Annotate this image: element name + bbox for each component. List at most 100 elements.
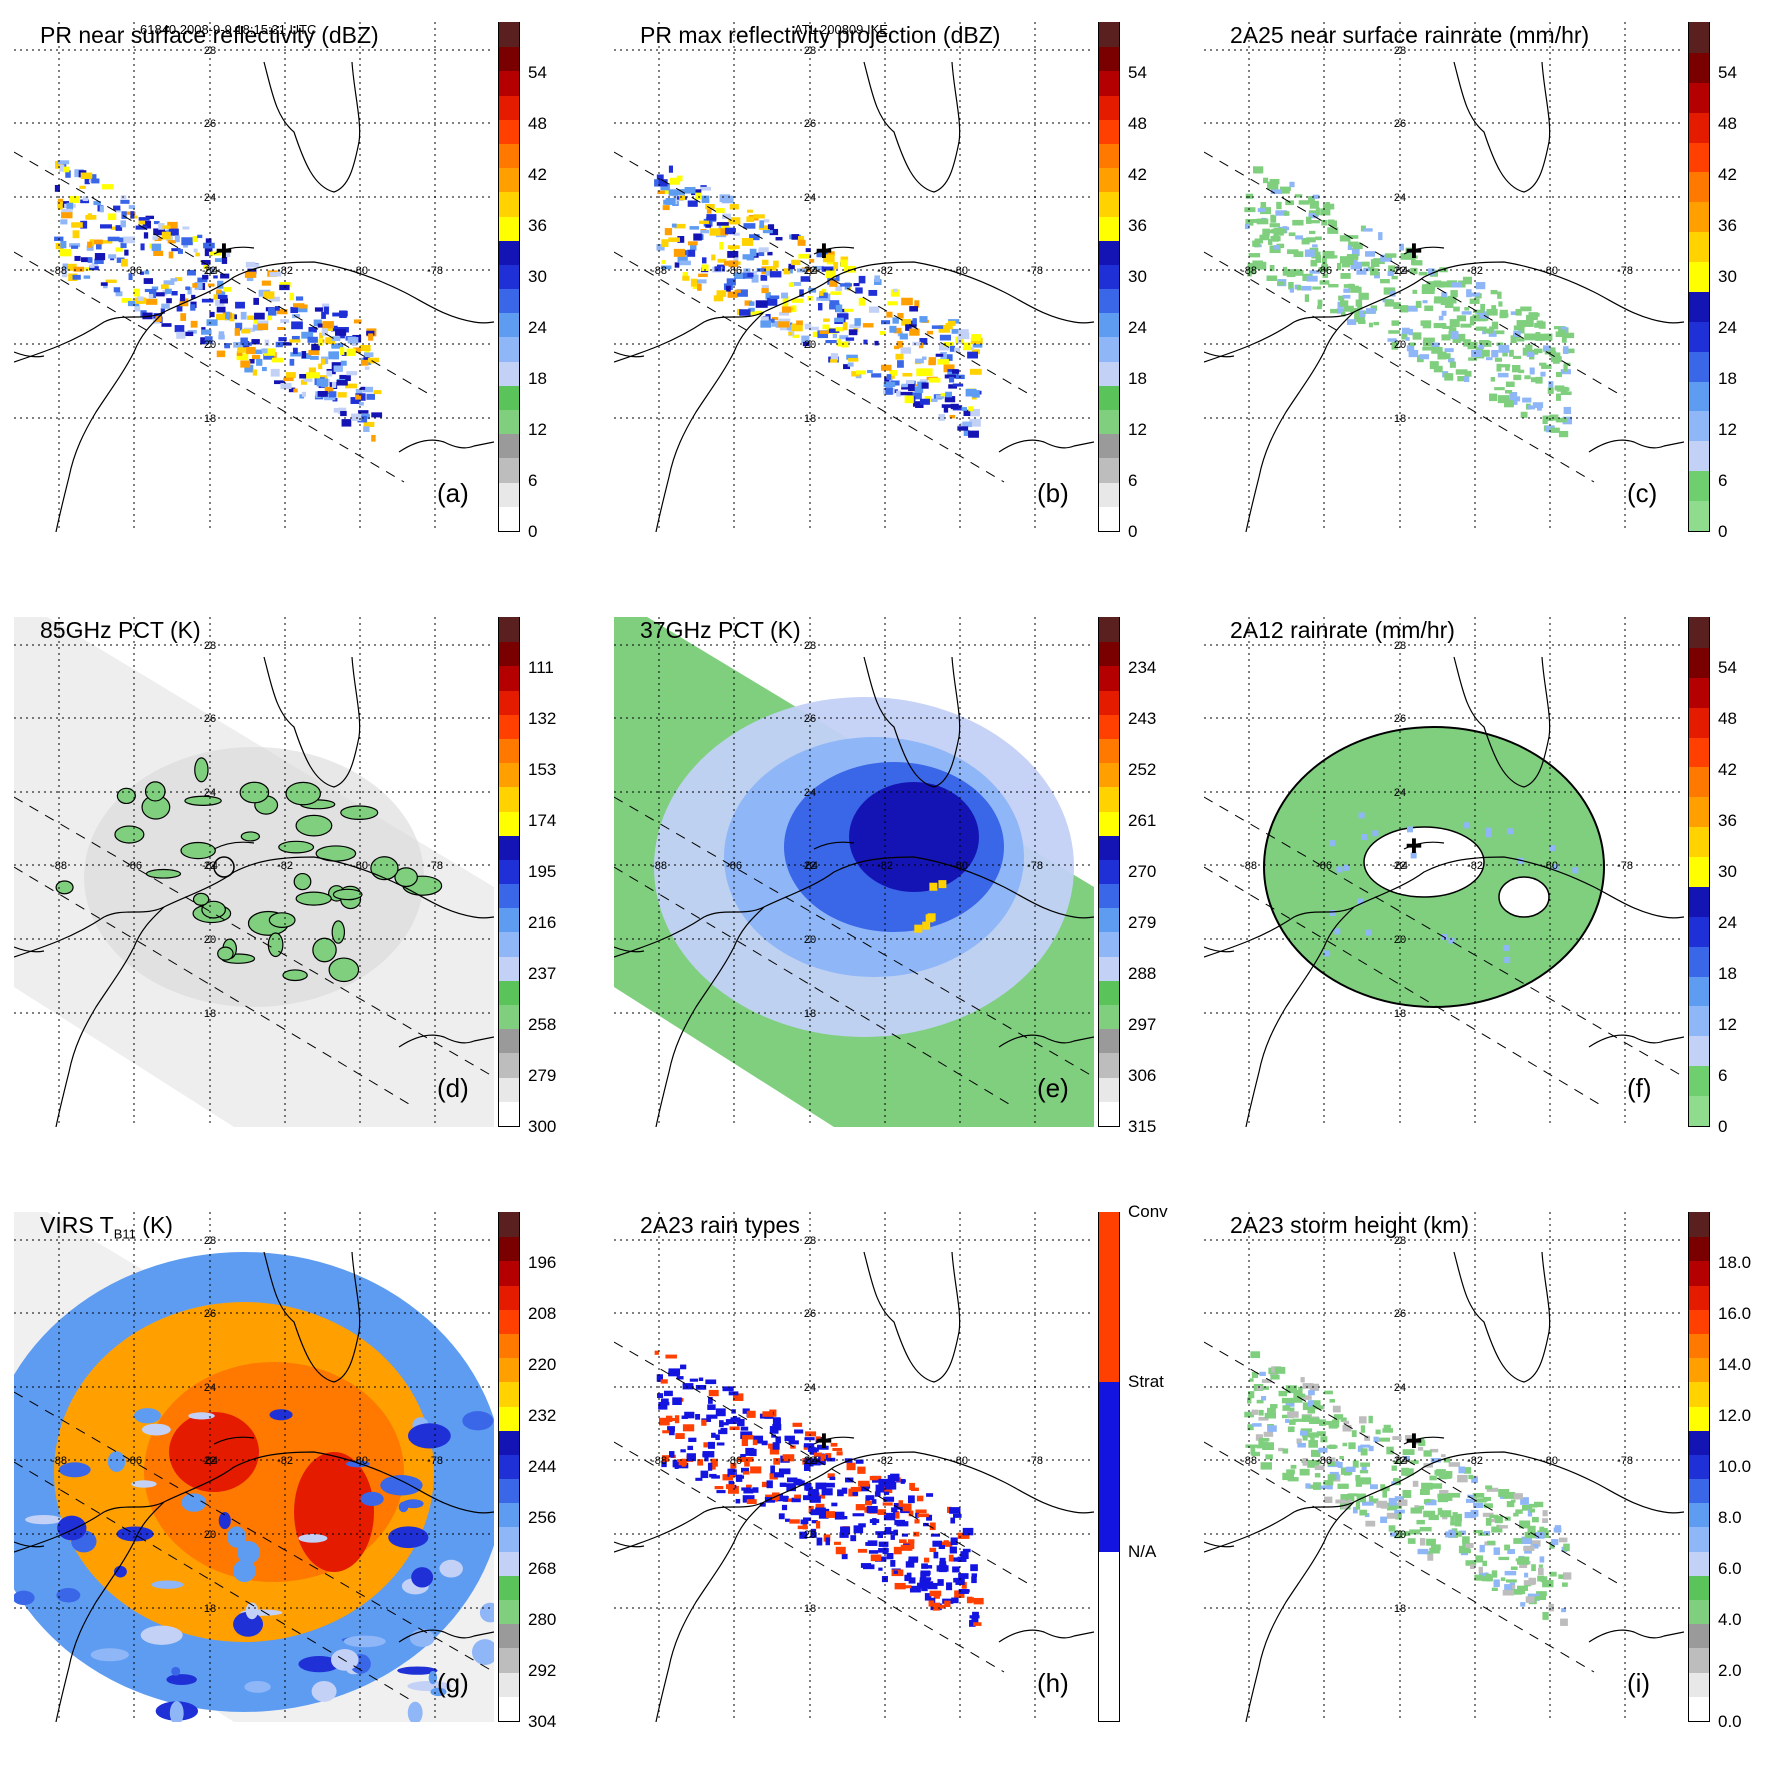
- colorbar-segment: [1689, 141, 1709, 173]
- colorbar-segment: [1689, 1405, 1709, 1431]
- colorbar-segment: [499, 433, 519, 459]
- lon-label: -84: [1392, 860, 1408, 872]
- colorbar-segment: [1099, 810, 1119, 836]
- lat-label: 18: [1394, 413, 1406, 425]
- colorbar-segment: [499, 46, 519, 72]
- colorbar-segment: [1099, 834, 1119, 860]
- colorbar-tick-label: 268: [528, 1559, 557, 1578]
- map-f: 28 26 24 22 20 18 -88 -86 -84 -82 -80 -78 ✚: [1204, 617, 1684, 1127]
- panel-title-tail: (K): [135, 1212, 173, 1238]
- lon-label: -86: [726, 860, 742, 872]
- swath-edges: [1204, 1341, 1625, 1673]
- map-g: 28 26 24 22 20 18 -88 -86 -84 -82 -80 -78: [14, 1212, 494, 1722]
- colorbar-segment: [1689, 1647, 1709, 1673]
- lon-label: -78: [1617, 860, 1633, 872]
- colorbar-segment: [1099, 955, 1119, 981]
- colorbar-segment: [1099, 433, 1119, 459]
- colorbar-segment: [499, 312, 519, 338]
- lat-label: 18: [804, 1603, 816, 1615]
- lat-label: 20: [204, 1529, 216, 1541]
- colorbar-segment: [499, 1028, 519, 1054]
- lon-label: -84: [1392, 265, 1408, 277]
- colorbar-tick-label: 42: [1718, 165, 1737, 184]
- colorbar-segment: [499, 263, 519, 290]
- lon-label: -84: [202, 265, 218, 277]
- colorbar-segment: [1689, 826, 1709, 858]
- lon-label: -82: [1467, 1455, 1483, 1467]
- colorbar-tick-label: 48: [1128, 114, 1147, 133]
- colorbar-tick-label: 6: [528, 471, 538, 490]
- colorbar-segment: [1689, 470, 1709, 502]
- colorbar-segment: [499, 94, 519, 120]
- graticule: [14, 22, 494, 532]
- lat-label: 28: [204, 1235, 216, 1247]
- colorbar-segment: [1689, 111, 1709, 143]
- colorbar-segment: [499, 810, 519, 836]
- colorbar-segment: [1099, 94, 1119, 120]
- colorbar-tick-label: 36: [1718, 811, 1737, 830]
- colorbar-tick-label: 297: [1128, 1015, 1157, 1034]
- panel-title-text: 2A25 near surface rainrate (mm/hr): [1230, 22, 1590, 48]
- colorbar-tick-label: 244: [528, 1457, 557, 1476]
- lat-label: 22: [204, 1455, 216, 1467]
- colorbar-tick-label: 243: [1128, 709, 1157, 728]
- colorbar-segment: [1689, 766, 1709, 798]
- field-pct37: [614, 617, 1094, 1127]
- panel-label: (f): [1627, 1073, 1652, 1103]
- colorbar-segment: [1099, 1076, 1119, 1102]
- lat-label: 26: [804, 118, 816, 130]
- coastlines: [14, 1251, 494, 1722]
- colorbar-segment: [1689, 171, 1709, 203]
- colorbar-segment: [1689, 706, 1709, 738]
- colorbar-segment: [1099, 1004, 1119, 1030]
- field-raintype: [654, 1350, 984, 1627]
- lon-label: -78: [1027, 265, 1043, 277]
- panel-title-text: 2A23 rain types: [640, 1212, 800, 1238]
- coastlines: [1204, 61, 1684, 532]
- colorbar-tick-label: 280: [528, 1610, 557, 1629]
- colorbar: [498, 22, 520, 532]
- colorbar-tick-label: 195: [528, 862, 557, 881]
- colorbar-segment: [1099, 1381, 1119, 1552]
- lon-label: -82: [1467, 265, 1483, 277]
- lat-label: 24: [804, 192, 816, 204]
- colorbar-segment: [1099, 1100, 1119, 1126]
- colorbar-tick-label: 8.0: [1718, 1508, 1742, 1527]
- panel-label: (h): [1037, 1668, 1069, 1698]
- lat-label: 26: [1394, 713, 1406, 725]
- colorbar-tick-label: 196: [528, 1253, 557, 1272]
- lat-label: 22: [804, 860, 816, 872]
- colorbar-segment: [1689, 1429, 1709, 1455]
- swath-edges: [614, 151, 1035, 483]
- colorbar-segment: [499, 409, 519, 435]
- lon-label: -88: [651, 860, 667, 872]
- colorbar-tick-label: 36: [528, 216, 547, 235]
- colorbar-segment: [1099, 907, 1119, 933]
- lat-label: 28: [804, 640, 816, 652]
- lat-label: 28: [804, 1235, 816, 1247]
- colorbar-segment: [1099, 883, 1119, 909]
- lon-label: -86: [126, 1455, 142, 1467]
- colorbar-segment: [499, 834, 519, 860]
- lon-label: -88: [51, 265, 67, 277]
- lon-label: -78: [427, 1455, 443, 1467]
- panel-title: 85GHz PCT (K): [40, 617, 201, 644]
- colorbar-tick-label: 0: [1718, 1117, 1728, 1136]
- lat-label: 26: [204, 1308, 216, 1320]
- swath-edges: [1204, 151, 1625, 483]
- lon-label: -84: [802, 265, 818, 277]
- colorbar-segment: [1689, 231, 1709, 263]
- lat-label: 28: [1394, 1235, 1406, 1247]
- colorbar-segment: [1099, 215, 1119, 241]
- colorbar-segment: [499, 641, 519, 667]
- storm-center-marker: ✚: [216, 239, 233, 263]
- lat-label: 22: [804, 265, 816, 277]
- lon-label: -78: [1617, 265, 1633, 277]
- colorbar-tick-label: 6: [1128, 471, 1138, 490]
- colorbar-tick-label: 237: [528, 964, 557, 983]
- colorbar-segment: [499, 1076, 519, 1102]
- colorbar-tick-label: 153: [528, 760, 557, 779]
- panel-b: 28 26 24 22 20 18 -88 -86 -84 -82 -80 -78 ✚ PR max re…: [600, 0, 1200, 570]
- colorbar-tick-label: 42: [528, 165, 547, 184]
- colorbar-tick-label: 0.0: [1718, 1712, 1742, 1731]
